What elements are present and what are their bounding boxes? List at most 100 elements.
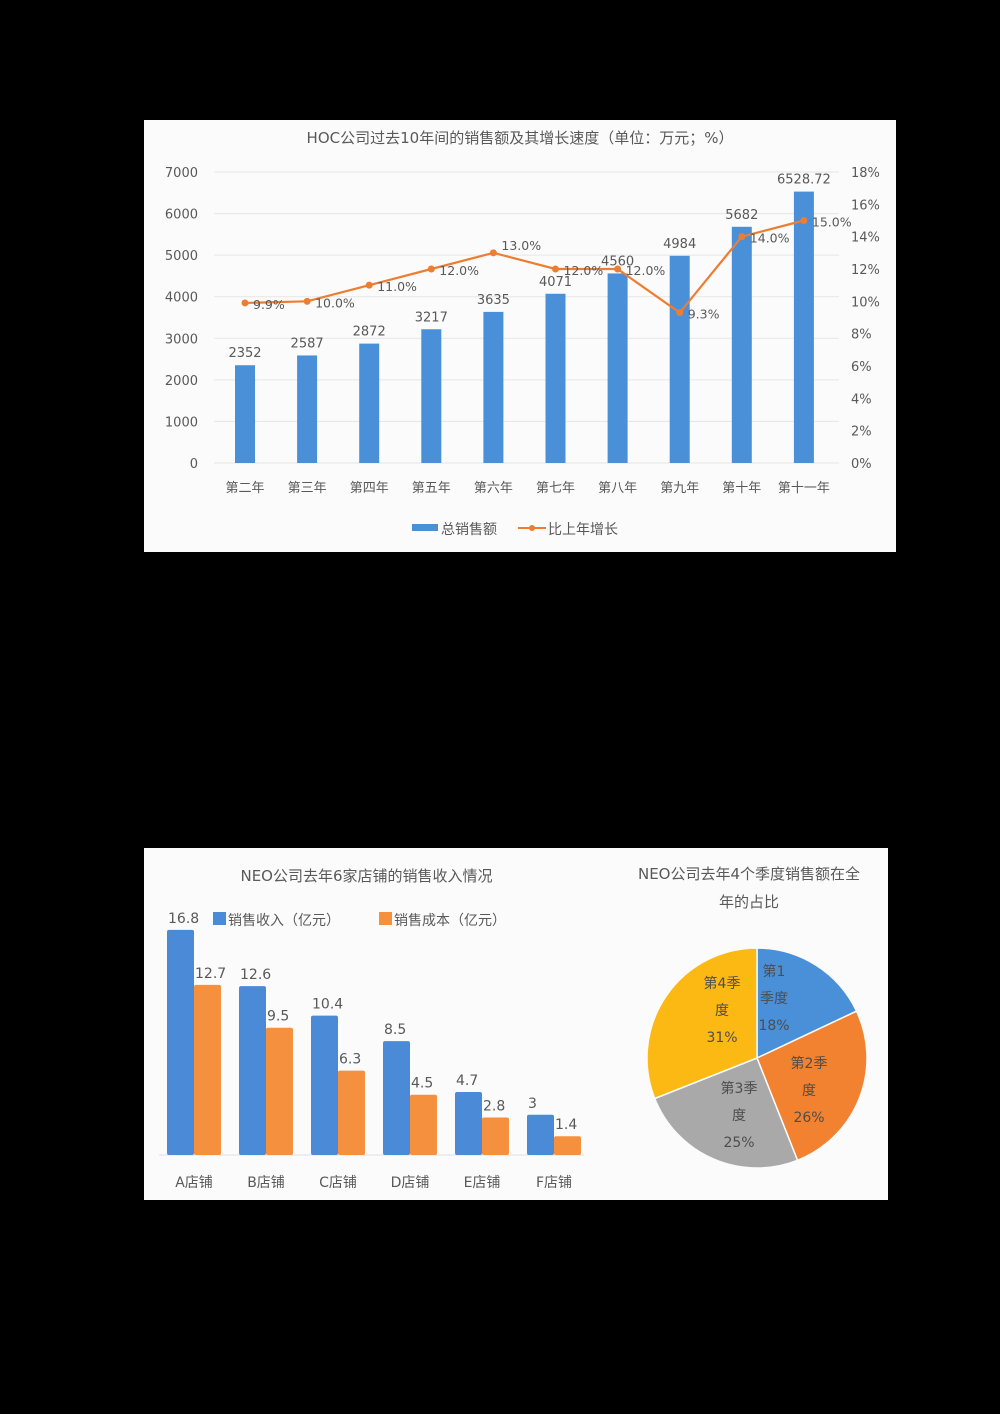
revenue-bar-label: 4.7 bbox=[456, 1073, 478, 1089]
sales-bar bbox=[421, 329, 442, 463]
growth-label: 13.0% bbox=[501, 238, 541, 253]
revenue-bar bbox=[527, 1114, 554, 1155]
x-axis-category: 第八年 bbox=[598, 481, 637, 496]
neo-quarter-chart-title-line2: 年的占比 bbox=[718, 893, 779, 911]
pie-slice-label: 26% bbox=[793, 1110, 824, 1126]
legend-swatch-revenue-icon bbox=[213, 912, 226, 925]
sales-bar-label: 2872 bbox=[353, 325, 386, 340]
pie-slice-q3 bbox=[653, 1057, 799, 1169]
growth-label: 12.0% bbox=[439, 263, 479, 278]
left-axis-tick: 0 bbox=[190, 457, 198, 472]
growth-label: 14.0% bbox=[750, 231, 790, 246]
sales-bar-label: 2587 bbox=[291, 336, 324, 351]
pie-slice-label: 31% bbox=[706, 1030, 737, 1046]
left-axis-tick: 5000 bbox=[165, 249, 198, 264]
revenue-bar-label: 8.5 bbox=[384, 1022, 406, 1038]
growth-label: 9.9% bbox=[253, 297, 285, 312]
store-category: F店铺 bbox=[536, 1175, 572, 1191]
hoc-chart-plot: 0 1000 2000 3000 4000 5000 6000 7000 0% 2% 4% 6% 8% 1… bbox=[165, 166, 880, 538]
x-axis-category: 第五年 bbox=[412, 481, 451, 496]
right-axis-tick: 18% bbox=[851, 166, 880, 181]
store-category: A店铺 bbox=[175, 1175, 213, 1191]
cost-bar-label: 2.8 bbox=[483, 1098, 505, 1114]
growth-point bbox=[552, 265, 559, 273]
cost-bar-label: 12.7 bbox=[195, 966, 226, 982]
left-axis-tick: 2000 bbox=[165, 374, 198, 389]
neo-quarter-chart-title-line1: NEO公司去年4个季度销售额在全 bbox=[637, 865, 861, 883]
neo-store-chart-title: NEO公司去年6家店铺的销售收入情况 bbox=[240, 867, 493, 885]
pie-slice-q2 bbox=[756, 1010, 868, 1162]
x-axis-category: 第十年 bbox=[722, 481, 761, 496]
growth-point bbox=[676, 309, 684, 317]
sales-bar bbox=[607, 273, 628, 463]
revenue-bar-label: 3 bbox=[528, 1096, 537, 1112]
pie-slice-label: 度 bbox=[732, 1108, 746, 1124]
cost-bar bbox=[482, 1117, 509, 1155]
pie-slice-label: 第1 bbox=[763, 963, 786, 980]
growth-point bbox=[738, 233, 746, 241]
legend-label-revenue: 销售收入（亿元） bbox=[228, 913, 340, 929]
revenue-bar-label: 10.4 bbox=[312, 997, 343, 1013]
left-axis-tick: 1000 bbox=[165, 415, 198, 430]
growth-label: 12.0% bbox=[564, 263, 604, 278]
sales-bar-label: 3635 bbox=[477, 293, 510, 308]
sales-bar bbox=[669, 255, 690, 463]
right-axis-tick: 4% bbox=[851, 392, 872, 407]
neo-charts-plot: 16.8 12.7 A店铺 12.6 9.5 B店铺 10.4 6.3 C店铺 8.5 4.5 D店铺… bbox=[159, 911, 868, 1191]
right-axis-tick: 16% bbox=[851, 198, 880, 213]
growth-point bbox=[303, 297, 311, 305]
x-axis-category: 第十一年 bbox=[778, 481, 830, 496]
growth-label: 9.3% bbox=[688, 307, 720, 322]
right-axis-tick: 14% bbox=[851, 231, 880, 246]
sales-bar-label: 4560 bbox=[601, 254, 634, 269]
legend-label-growth: 比上年增长 bbox=[548, 522, 618, 538]
sales-bar-label: 4071 bbox=[539, 275, 572, 290]
clipped-text-strip bbox=[144, 848, 524, 854]
sales-bar bbox=[731, 226, 752, 463]
growth-label: 12.0% bbox=[626, 263, 666, 278]
x-axis-category: 第二年 bbox=[225, 481, 264, 496]
left-axis-tick: 7000 bbox=[165, 166, 198, 181]
sales-bar-label: 4984 bbox=[663, 237, 696, 252]
growth-point bbox=[241, 299, 249, 307]
legend: 总销售额 比上年增长 bbox=[412, 522, 618, 538]
store-category: E店铺 bbox=[464, 1175, 501, 1191]
pie-slice-label: 季度 bbox=[760, 991, 788, 1007]
cost-bar-label: 9.5 bbox=[267, 1009, 289, 1025]
store-category: B店铺 bbox=[247, 1175, 285, 1191]
sales-bar-label: 3217 bbox=[415, 310, 448, 325]
growth-label: 15.0% bbox=[812, 215, 852, 230]
store-category: D店铺 bbox=[391, 1175, 430, 1191]
store-legend: 销售收入（亿元） 销售成本（亿元） bbox=[213, 912, 506, 929]
right-axis-tick: 8% bbox=[851, 328, 872, 343]
legend-label-sales: 总销售额 bbox=[441, 522, 497, 538]
store-category: C店铺 bbox=[319, 1175, 357, 1191]
growth-point bbox=[614, 265, 622, 273]
hoc-sales-chart: HOC公司过去10年间的销售额及其增长速度（单位：万元；%） 0 1000 2000… bbox=[144, 120, 896, 552]
neo-charts-panel: NEO公司去年6家店铺的销售收入情况 NEO公司去年4个季度销售额在全 年的占比… bbox=[144, 848, 888, 1200]
sales-bar bbox=[359, 343, 380, 463]
cost-bar bbox=[194, 984, 221, 1155]
cost-bar-label: 4.5 bbox=[411, 1076, 433, 1092]
left-axis-tick: 6000 bbox=[165, 208, 198, 223]
pie-slice-label: 18% bbox=[758, 1018, 789, 1034]
cost-bar bbox=[410, 1094, 437, 1155]
right-axis-tick: 6% bbox=[851, 360, 872, 375]
sales-bar bbox=[793, 191, 814, 463]
right-axis-tick: 12% bbox=[851, 263, 880, 278]
growth-label: 11.0% bbox=[377, 279, 417, 294]
sales-bar bbox=[297, 355, 318, 463]
revenue-bar-label: 12.6 bbox=[240, 967, 271, 983]
sales-bar bbox=[235, 365, 255, 463]
sales-bar bbox=[545, 293, 566, 463]
pie-slice-label: 度 bbox=[715, 1003, 729, 1019]
sales-bar bbox=[483, 311, 504, 463]
hoc-chart-title: HOC公司过去10年间的销售额及其增长速度（单位：万元；%） bbox=[306, 129, 734, 147]
left-axis-tick: 3000 bbox=[165, 332, 198, 347]
cost-bar bbox=[338, 1070, 365, 1155]
growth-point bbox=[427, 265, 435, 273]
right-axis-tick: 10% bbox=[851, 295, 880, 310]
left-axis-tick: 4000 bbox=[165, 291, 198, 306]
growth-point bbox=[489, 249, 497, 257]
cost-bar bbox=[554, 1136, 581, 1155]
